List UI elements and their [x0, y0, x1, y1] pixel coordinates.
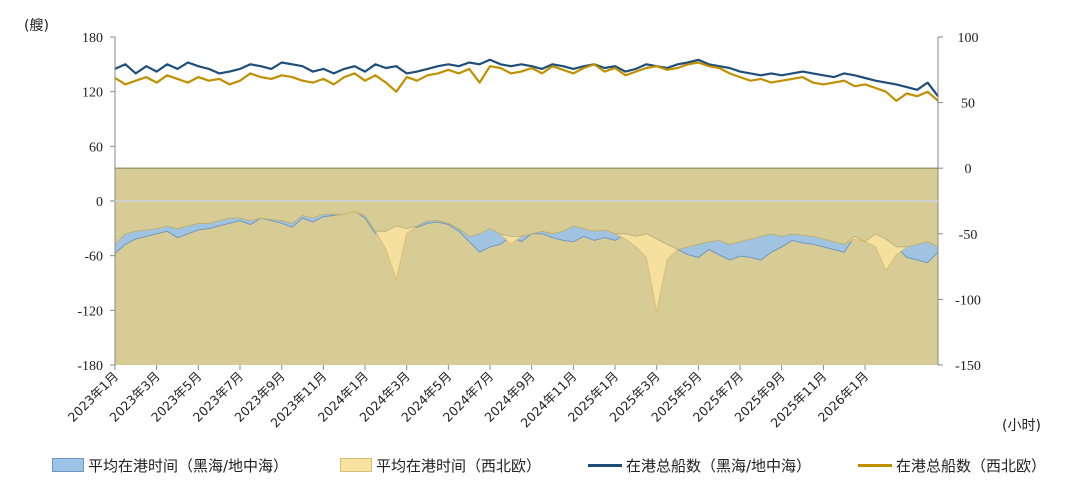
- x-axis-ticks: 2023年1月2023年3月2023年5月2023年7月2023年9月2023年…: [65, 365, 871, 431]
- right-tick-label: -150: [955, 359, 981, 374]
- right-tick-label: 100: [958, 31, 979, 46]
- legend-swatch: [858, 463, 892, 467]
- legend-label: 在港总船数（西北欧）: [896, 456, 1047, 475]
- legend-swatch: [340, 458, 372, 472]
- right-tick-label: -50: [959, 228, 978, 243]
- left-tick-label: -180: [77, 359, 103, 374]
- left-tick-label: -120: [77, 304, 103, 319]
- line-series-2: [114, 61, 939, 102]
- left-tick-label: -60: [84, 250, 103, 265]
- right-tick-label: 50: [961, 97, 975, 112]
- area-series-group: [114, 167, 939, 313]
- legend-swatch: [588, 463, 622, 467]
- right-axis-ticks: 100 50 0 -50 -100 -150: [938, 31, 981, 374]
- left-tick-label: 120: [82, 86, 103, 101]
- chart: 180 120 60 0 -60 -120 -180 100 50 0 -50 -100 -150 2…: [24, 18, 1041, 434]
- left-tick-label: 60: [89, 140, 103, 155]
- legend-item-area-blacksea: 平均在港时间（黑海/地中海）: [52, 454, 288, 476]
- legend-label: 在港总船数（黑海/地中海）: [626, 456, 812, 475]
- left-tick-label: 180: [82, 31, 103, 46]
- legend-label: 平均在港时间（黑海/地中海）: [88, 456, 289, 475]
- line-series-1: [114, 58, 939, 97]
- right-tick-label: 0: [965, 162, 972, 177]
- line-series-group: [114, 58, 939, 102]
- left-axis-ticks: 180 120 60 0 -60 -120 -180: [77, 31, 115, 374]
- legend: 平均在港时间（黑海/地中海） 平均在港时间（西北欧） 在港总船数（黑海/地中海）…: [0, 454, 1080, 478]
- left-tick-label: 0: [96, 195, 103, 210]
- right-tick-label: -100: [955, 293, 981, 308]
- area-overlap-band: [114, 167, 939, 250]
- legend-swatch: [52, 458, 84, 472]
- legend-item-area-nweurope: 平均在港时间（西北欧）: [340, 454, 541, 476]
- right-axis-unit: (小时): [1002, 418, 1041, 434]
- legend-label: 平均在港时间（西北欧）: [376, 456, 542, 475]
- legend-item-line-blacksea: 在港总船数（黑海/地中海）: [588, 454, 811, 476]
- left-axis-unit: (艘): [24, 18, 49, 34]
- legend-item-line-nweurope: 在港总船数（西北欧）: [858, 454, 1046, 476]
